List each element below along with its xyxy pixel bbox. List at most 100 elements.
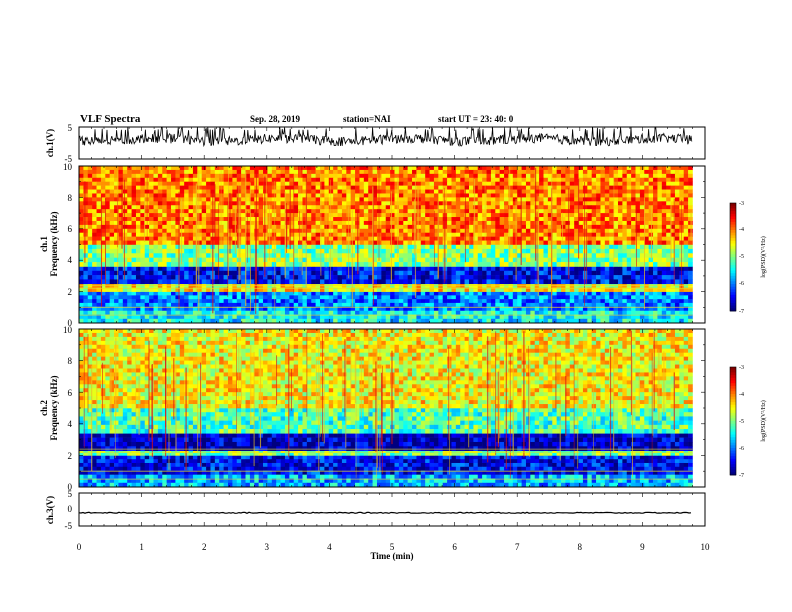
ch1-spectrogram-cell — [385, 166, 391, 171]
ch1-spectrogram-cell — [543, 262, 549, 267]
ch1-spectrogram-cell — [284, 266, 290, 272]
ch1-spectrogram-cell — [289, 220, 295, 226]
ch1-spectrogram-cell — [517, 244, 522, 250]
ch1-spectrogram-cell — [482, 314, 487, 320]
ch1-spectrogram-cell — [276, 189, 281, 194]
ch1-spectrogram-cell — [525, 302, 531, 307]
ch1-spectrogram-cell — [596, 217, 601, 222]
ch1-spectrogram-cell — [688, 275, 693, 280]
ch1-spectrogram-cell — [372, 291, 378, 296]
ch1-spectrogram-cell — [482, 224, 487, 230]
ch1-spectrogram-cell — [464, 185, 470, 190]
ch1-spectrogram-cell — [232, 253, 238, 258]
ch1-spectrogram-cell — [311, 279, 316, 285]
ch1-spectrogram-cell — [438, 201, 443, 206]
ch1-spectrogram-cell — [109, 302, 115, 307]
ch1-spectrogram-cell — [232, 299, 238, 304]
ch1-spectrogram-cell — [661, 189, 667, 194]
ch1-spectrogram-cell — [460, 295, 465, 300]
ch1-spectrogram-cell — [306, 224, 312, 230]
ch1-spectrogram-cell — [591, 270, 597, 276]
ch1-spectrogram-cell — [324, 224, 330, 230]
ch1-spectrogram-cell — [508, 270, 514, 276]
ch1-spectrogram-cell — [122, 177, 128, 182]
ch1-spectrogram-cell — [556, 185, 562, 190]
ch1-spectrogram-cell — [390, 181, 395, 186]
ch1-spectrogram-cell — [245, 291, 251, 296]
ch1-spectrogram-cell — [333, 244, 338, 250]
ch1-spectrogram-cell — [543, 244, 549, 250]
ch1-spectrogram-cell — [324, 314, 330, 320]
ch1-spectrogram-cell — [363, 209, 369, 214]
ch1-spectrogram-cell — [293, 310, 299, 315]
ch1-spectrogram-cell — [561, 266, 566, 272]
ch1-spectrogram-cell — [438, 262, 443, 267]
ch1-spectrogram-cell — [284, 209, 290, 214]
ch1-spectrogram-cell — [613, 266, 619, 272]
ch1-spectrogram-cell — [591, 224, 597, 230]
ch1-spectrogram-cell — [337, 257, 343, 263]
ch1-spectrogram-cell — [653, 201, 658, 206]
ch1-spectrogram-cell — [157, 189, 163, 194]
ch1-spectrogram-cell — [539, 189, 544, 194]
ch1-spectrogram-cell — [214, 270, 220, 276]
ch1-spectrogram-cell — [381, 295, 387, 300]
ch1-spectrogram-cell — [166, 213, 172, 218]
ch1-spectrogram-cell — [320, 257, 325, 263]
ch1-spectrogram-cell — [149, 217, 154, 222]
ch1-spectrogram-cell — [604, 197, 610, 202]
ch1-spectrogram-cell — [442, 318, 448, 324]
ch1-spectrogram-cell — [289, 283, 295, 288]
ch1-spectrogram-cell — [280, 248, 286, 254]
ch1-spectrogram-cell — [499, 287, 505, 292]
ch1-spectrogram-cell — [508, 244, 514, 250]
ch1-spectrogram-cell — [561, 185, 566, 190]
ch1-spectrogram-cell — [100, 169, 106, 175]
ch1-spectrogram-cell — [381, 266, 387, 272]
ch1-spectrogram-cell — [385, 173, 391, 179]
ch1-spectrogram-cell — [341, 314, 347, 320]
ch1-spectrogram-cell — [653, 181, 658, 186]
ch1-spectrogram-cell — [96, 299, 102, 304]
ch1-spectrogram-cell — [188, 181, 194, 186]
ch1-spectrogram-cell — [486, 279, 492, 285]
ch1-spectrogram-cell — [298, 228, 303, 234]
ch1-spectrogram-cell — [254, 295, 259, 300]
ch1-spectrogram-cell — [504, 310, 509, 315]
ch1-spectrogram-cell — [626, 299, 632, 304]
ch1-spectrogram-cell — [280, 189, 286, 194]
ch1-spectrogram-cell — [127, 213, 132, 218]
ch1-spectrogram-cell — [508, 169, 514, 175]
ch1-spectrogram-cell — [460, 169, 465, 175]
ch1-spectrogram-cell — [350, 314, 356, 320]
ch1-spectrogram-cell — [311, 283, 316, 288]
ch1-spectrogram-cell — [333, 266, 338, 272]
ch1-spectrogram-cell — [499, 177, 505, 182]
ch1-spectrogram-cell — [578, 262, 584, 267]
ch1-spectrogram-cell — [582, 291, 588, 296]
ch1-spectrogram-cell — [302, 213, 308, 218]
ch1-spectrogram-cell — [328, 193, 334, 198]
ch1-spectrogram-cell — [201, 283, 207, 288]
ch1-spectrogram-cell — [245, 193, 251, 198]
ch1-spectrogram-cell — [320, 181, 325, 186]
ch1-spectrogram-cell — [223, 299, 229, 304]
ch1-spectrogram-cell — [149, 314, 154, 320]
ch1-spectrogram-cell — [539, 166, 544, 171]
ch1-spectrogram-cell — [582, 217, 588, 222]
ch1-spectrogram-cell — [232, 173, 238, 179]
ch1-spectrogram-cell — [407, 275, 413, 280]
ch1-spectrogram-cell — [490, 279, 496, 285]
ch1-spectrogram-cell — [565, 220, 571, 226]
ch1-spectrogram-cell — [171, 201, 176, 206]
ch1-spectrogram-cell — [118, 291, 124, 296]
ch1-spectrogram-cell — [127, 257, 132, 263]
ch1-spectrogram-cell — [600, 244, 606, 250]
ch1-spectrogram-cell — [315, 169, 321, 175]
ch1-spectrogram-cell — [486, 253, 492, 258]
ch1-spectrogram-cell — [582, 257, 588, 263]
ch1-spectrogram-cell — [438, 220, 443, 226]
ch1-spectrogram-cell — [162, 295, 167, 300]
ch1-spectrogram-cell — [227, 257, 233, 263]
ch1-spectrogram-cell — [223, 283, 229, 288]
